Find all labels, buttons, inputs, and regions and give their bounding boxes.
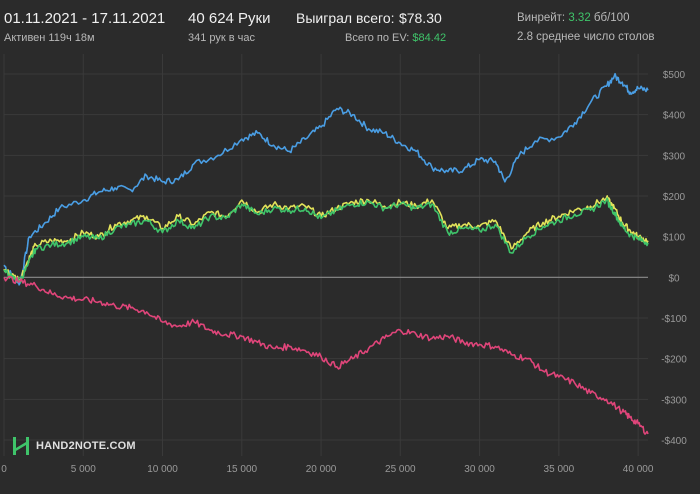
won-value: $78.30 bbox=[398, 10, 442, 26]
active-time: Активен 119ч 18м bbox=[4, 32, 95, 44]
series-line-yellow bbox=[3, 195, 649, 283]
winrate-unit: бб/100 bbox=[593, 12, 630, 24]
x-tick-label: 10 000 bbox=[147, 464, 178, 475]
logo-text: HAND2NOTE.COM bbox=[36, 440, 136, 452]
y-tick-label: -$100 bbox=[661, 314, 687, 325]
won-label: Выиграл всего: bbox=[296, 10, 395, 26]
hands-total: 40 624 Руки bbox=[188, 10, 271, 27]
winrate: Винрейт: 3.32 бб/100 bbox=[517, 12, 629, 24]
won-total: Выиграл всего: $78.30 bbox=[296, 10, 442, 28]
y-tick-label: -$200 bbox=[661, 355, 687, 366]
y-tick-label: $0 bbox=[668, 273, 680, 284]
x-tick-label: 0 bbox=[1, 464, 7, 475]
x-tick-label: 25 000 bbox=[385, 464, 416, 475]
ev-label: Всего по EV: bbox=[345, 32, 410, 44]
series-line-green bbox=[3, 197, 649, 283]
profit-graph: $500 $400 $300 $200 $100 $0 -$100 -$200 -$300 -$4… bbox=[1, 54, 687, 475]
winrate-label: Винрейт: bbox=[517, 12, 566, 24]
x-tick-label: 40 000 bbox=[623, 464, 654, 475]
stats-header: 01.11.2021 - 17.11.2021 Активен 119ч 18м… bbox=[0, 0, 700, 50]
y-tick-label: $300 bbox=[663, 151, 686, 162]
y-tick-label: -$400 bbox=[661, 436, 687, 447]
hands-per-hour: 341 рук в час bbox=[188, 32, 256, 44]
x-tick-label: 35 000 bbox=[544, 464, 575, 475]
y-tick-label: $100 bbox=[663, 233, 686, 244]
y-tick-label: $400 bbox=[663, 111, 686, 122]
y-tick-label: $500 bbox=[663, 70, 686, 81]
series-line-red bbox=[3, 275, 649, 435]
tables-average: 2.8 среднее число столов bbox=[517, 31, 655, 43]
ev-value: $84.42 bbox=[412, 32, 447, 44]
x-tick-label: 20 000 bbox=[306, 464, 337, 475]
date-range: 01.11.2021 - 17.11.2021 bbox=[4, 10, 166, 27]
winrate-value: 3.32 bbox=[568, 12, 591, 24]
x-tick-label: 30 000 bbox=[464, 464, 495, 475]
series-line-blue bbox=[3, 72, 649, 286]
hand2note-logo: HAND2NOTE.COM bbox=[12, 436, 136, 456]
y-tick-label: $200 bbox=[663, 192, 686, 203]
x-tick-label: 15 000 bbox=[226, 464, 257, 475]
y-tick-label: -$300 bbox=[661, 395, 687, 406]
x-tick-label: 5 000 bbox=[71, 464, 96, 475]
hand2note-logo-icon bbox=[13, 437, 29, 455]
ev-total: Всего по EV: $84.42 bbox=[345, 32, 446, 44]
